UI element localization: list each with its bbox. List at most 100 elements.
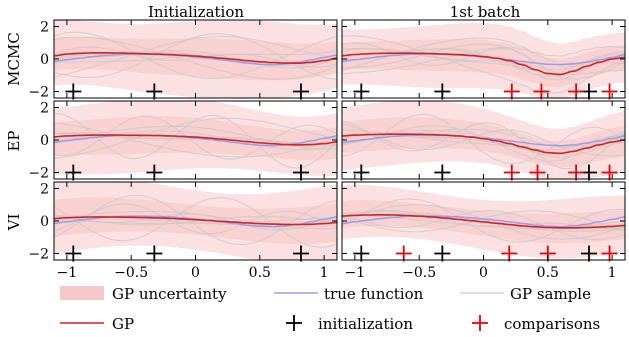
plot-area (342, 101, 625, 179)
gp-sample-line (342, 45, 625, 75)
gp-sample-line (342, 210, 625, 240)
initialization-marker (353, 245, 370, 262)
gp-sample-line (342, 120, 625, 170)
y-tick-label: −2 (28, 85, 49, 101)
x-tick-label: −1 (57, 265, 78, 281)
panel-mcmc-batch1 (341, 19, 626, 100)
legend-label-uncertainty: GP uncertainty (112, 285, 227, 303)
gp-sample-line (54, 35, 337, 78)
gp-sample-line (342, 43, 625, 76)
initialization-marker (434, 164, 451, 181)
gp-sample-line (54, 194, 337, 246)
y-tick-label: 0 (40, 133, 49, 149)
x-tick-label: 0.5 (249, 265, 271, 281)
column-title-initialization: Initialization (148, 3, 244, 21)
gp-sample-line (54, 197, 337, 248)
initialization-marker (292, 245, 309, 262)
gp-sample-line (342, 198, 625, 243)
gp-sample-line (54, 216, 337, 225)
plot-area (54, 101, 337, 177)
legend-swatch-uncertainty (60, 286, 104, 300)
comparison-marker (568, 164, 585, 181)
panel-vi-initialization: −2 0 2 −1 −0.5 0 0.5 1 (28, 181, 338, 281)
legend: GP uncertainty true function GP sample G… (60, 285, 600, 333)
panel-ep-initialization: −2 0 2 (28, 100, 338, 182)
y-tick-label: 0 (40, 214, 49, 230)
uncertainty-band-2 (342, 117, 625, 168)
initialization-marker (65, 83, 82, 100)
initialization-marker (146, 245, 163, 262)
row-label-ep: EP (5, 130, 23, 151)
gp-sample-line (54, 113, 337, 169)
gp-sample-line (54, 115, 337, 160)
comparison-marker (601, 245, 618, 262)
comparison-marker (503, 83, 520, 100)
legend-label-true: true function (324, 285, 424, 303)
initialization-marker (434, 83, 451, 100)
gp-sample-line (54, 203, 337, 235)
initialization-marker (434, 245, 451, 262)
x-tick-label: −0.5 (402, 265, 436, 281)
row-label-mcmc: MCMC (5, 32, 23, 86)
gp-sample-line (342, 42, 625, 81)
initialization-marker (146, 164, 163, 181)
comparison-marker (533, 83, 550, 100)
initialization-marker (353, 164, 370, 181)
plot-area (342, 22, 625, 98)
gp-sample-line (342, 130, 625, 158)
gp-mean-line (54, 134, 337, 146)
x-tick-label: 0 (479, 265, 488, 281)
gp-mean-line (54, 216, 337, 226)
initialization-marker (146, 83, 163, 100)
initialization-marker (65, 245, 82, 262)
comparison-marker (529, 164, 546, 181)
gp-sample-line (342, 35, 625, 94)
gp-sample-line (54, 31, 337, 79)
gp-sample-line (342, 123, 625, 157)
x-tick-label: −1 (345, 265, 366, 281)
true-function-line (342, 215, 625, 228)
gp-sample-line (342, 48, 625, 74)
comparison-marker (503, 164, 520, 181)
gp-sample-line (54, 122, 337, 158)
comparison-marker (395, 245, 412, 262)
y-tick-label: −2 (28, 247, 49, 263)
initialization-marker (65, 164, 82, 181)
gp-mean-line (342, 52, 625, 76)
panel-mcmc-initialization: −2 0 2 (28, 19, 338, 101)
x-tick-label: 0.5 (537, 265, 559, 281)
legend-label-initialization: initialization (318, 315, 413, 333)
gp-sample-line (54, 36, 337, 80)
y-tick-label: −2 (28, 166, 49, 182)
x-tick-label: 1 (320, 265, 329, 281)
gp-mean-line (342, 214, 625, 229)
x-tick-label: −0.5 (114, 265, 148, 281)
gp-mean-line (54, 52, 337, 64)
initialization-marker (580, 245, 597, 262)
gp-mean-line (342, 133, 625, 155)
legend-label-comparisons: comparisons (504, 315, 600, 333)
legend-label-gp: GP (112, 315, 134, 333)
panel-ep-batch1 (341, 100, 626, 181)
legend-label-sample: GP sample (510, 285, 591, 303)
legend-swatch-initialization (286, 315, 302, 331)
column-title-1st-batch: 1st batch (450, 3, 521, 21)
x-tick-label: 1 (608, 265, 617, 281)
panels: −202−202−202−1 −0.5 0 0.5 1 −1 −0.5 0 0.5 1 (28, 19, 626, 281)
row-label-vi: VI (5, 214, 23, 232)
gp-sample-line (342, 113, 625, 164)
gp-sample-line (54, 51, 337, 66)
comparison-marker (601, 164, 618, 181)
legend-swatch-comparisons (472, 315, 488, 331)
y-tick-label: 2 (40, 101, 49, 117)
comparison-marker (501, 245, 518, 262)
initialization-marker (292, 164, 309, 181)
y-tick-label: 2 (40, 20, 49, 36)
row-labels: MCMC EP VI (5, 32, 23, 231)
gp-sample-line (54, 117, 337, 160)
comparison-marker (601, 83, 618, 100)
plot-area (54, 20, 337, 98)
initialization-marker (292, 83, 309, 100)
y-tick-label: 0 (40, 52, 49, 68)
